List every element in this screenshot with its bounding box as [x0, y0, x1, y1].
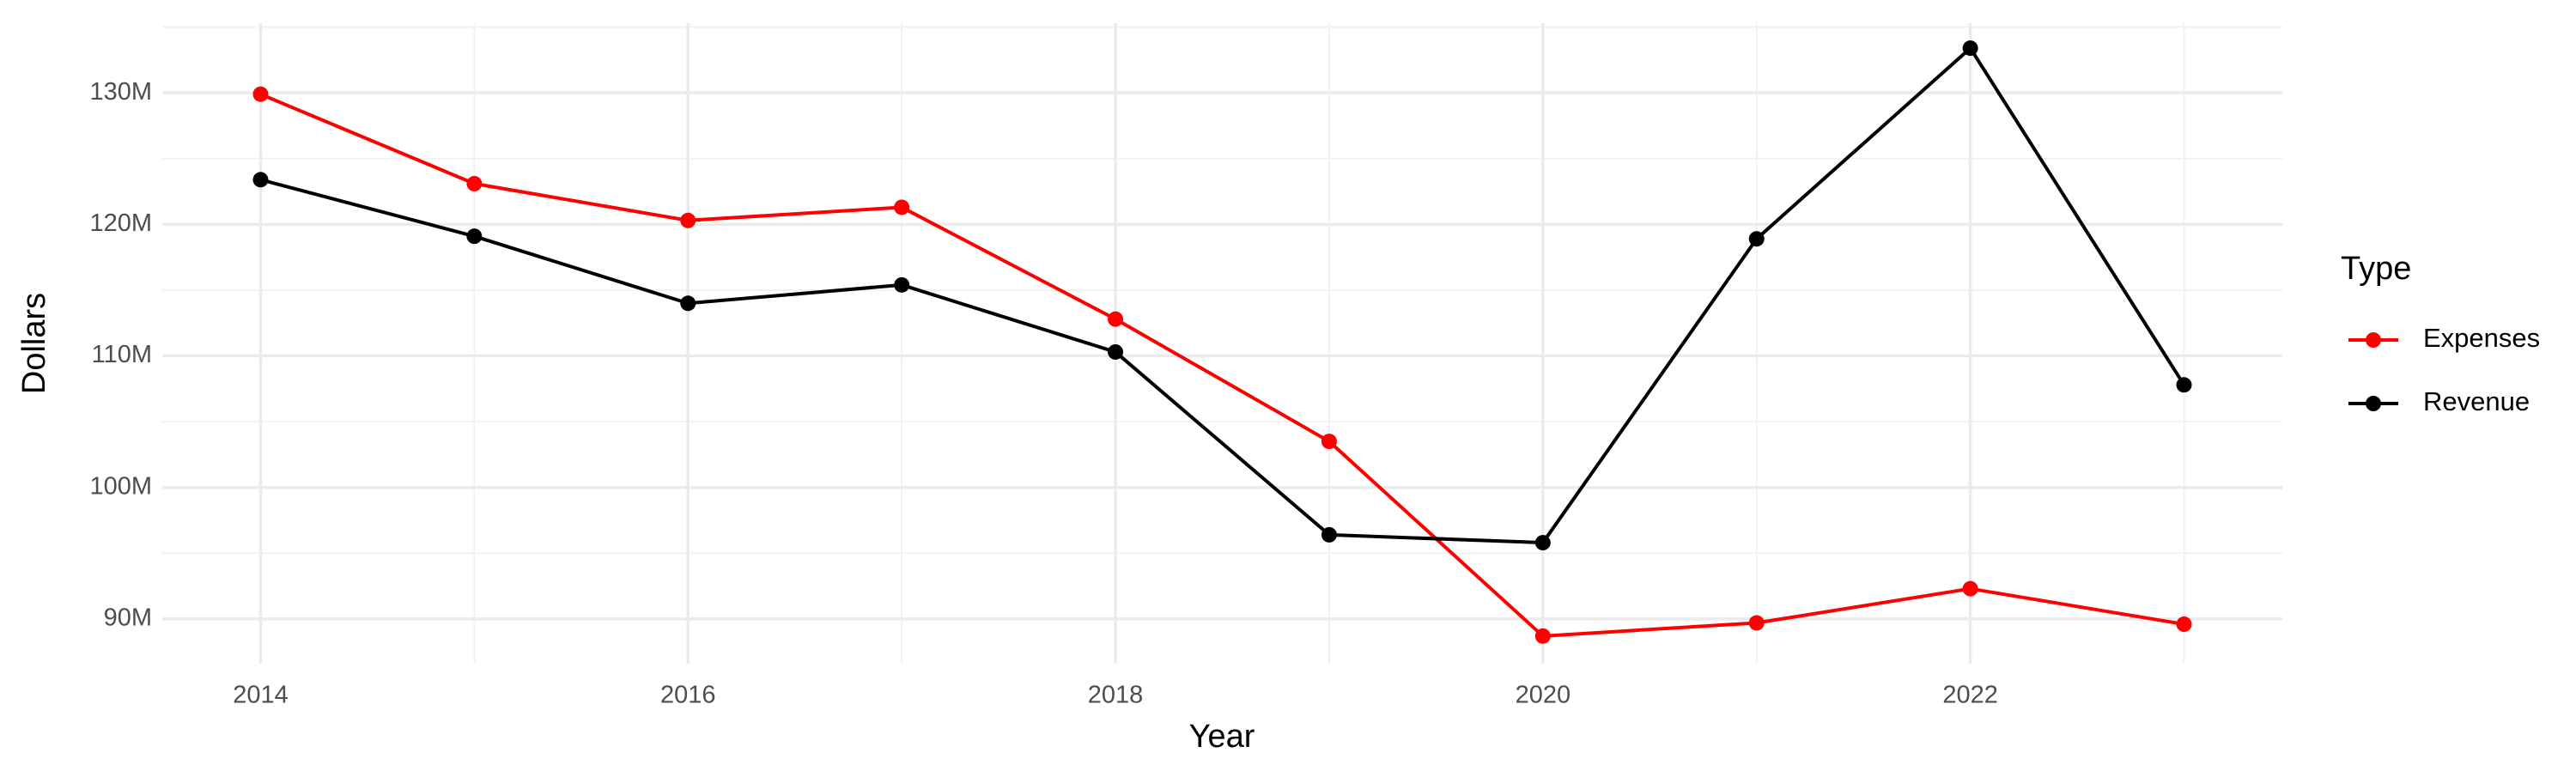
x-tick-label: 2018	[1088, 682, 1144, 709]
y-tick-label: 130M	[89, 78, 152, 106]
data-point	[1534, 628, 1551, 644]
y-tick-label: 110M	[92, 341, 152, 368]
y-tick-label: 100M	[89, 472, 152, 500]
data-point	[252, 86, 269, 102]
series-line	[259, 92, 2184, 638]
data-point	[680, 295, 696, 312]
data-point	[894, 199, 910, 215]
legend-title: Type	[2341, 251, 2411, 287]
x-tick-label: 2022	[1942, 682, 1998, 709]
x-axis-title: Year	[1189, 719, 1255, 755]
data-point	[1321, 526, 1337, 543]
data-point	[2176, 377, 2192, 393]
data-point	[466, 228, 483, 245]
x-tick-label: 2014	[233, 682, 289, 709]
data-point	[680, 212, 696, 228]
data-point	[1108, 311, 1124, 327]
y-tick-label: 120M	[89, 209, 152, 237]
x-tick-label: 2020	[1516, 682, 1571, 709]
data-point	[2176, 616, 2192, 633]
series-line	[259, 46, 2186, 545]
data-point	[1748, 615, 1765, 631]
data-point	[466, 175, 483, 191]
x-tick-label: 2016	[660, 682, 716, 709]
legend-label: Revenue	[2423, 386, 2530, 416]
data-point	[1321, 434, 1337, 450]
legend-key-point	[2366, 396, 2381, 411]
data-point	[1962, 580, 1978, 597]
data-point	[252, 172, 269, 188]
legend-key-point	[2366, 332, 2381, 348]
data-point	[1962, 40, 1978, 57]
y-tick-label: 90M	[104, 604, 152, 632]
data-point	[1534, 535, 1551, 551]
data-point	[1108, 343, 1124, 360]
data-point	[1748, 231, 1765, 247]
y-axis-title: Dollars	[16, 293, 52, 394]
legend-label: Expenses	[2423, 323, 2540, 353]
data-point	[894, 276, 910, 293]
